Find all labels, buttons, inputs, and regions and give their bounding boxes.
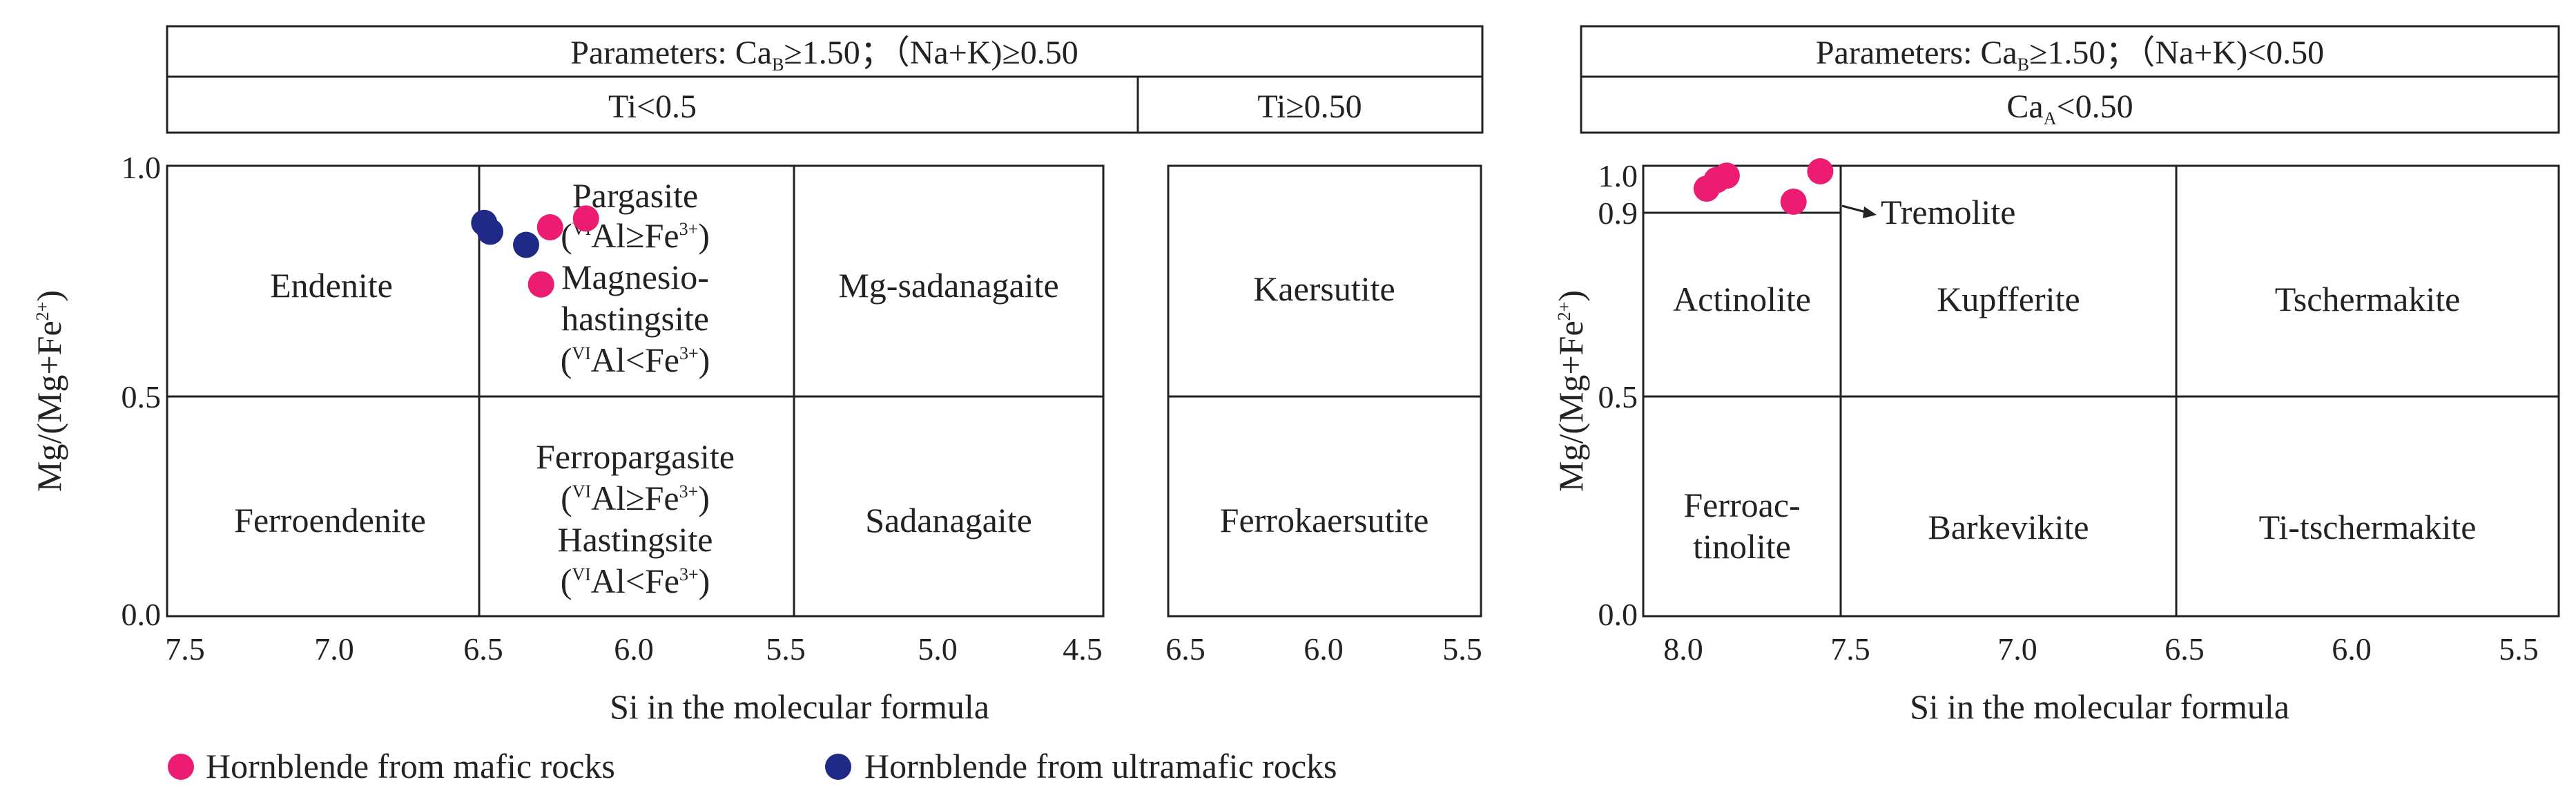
left-xtick: 7.5 — [165, 631, 205, 667]
field-hastingsite-cond: (VIAl<Fe3+) — [561, 562, 710, 600]
right-xlabel: Si in the molecular formula — [1910, 687, 2289, 726]
right-ytick-05: 0.5 — [1598, 379, 1638, 414]
data-point — [477, 218, 503, 245]
field-kaersutite: Kaersutite — [1253, 269, 1395, 308]
legend-label-mafic: Hornblende from mafic rocks — [206, 747, 615, 785]
field-hastingsite: Hastingsite — [558, 520, 713, 559]
legend: Hornblende from mafic rocks Hornblende f… — [168, 747, 1337, 785]
data-point — [513, 231, 539, 258]
left-xtick: 6.0 — [614, 631, 654, 667]
right-ytick-09: 0.9 — [1598, 195, 1638, 231]
left-xtick: 7.0 — [314, 631, 354, 667]
field-tremolite: Tremolite — [1881, 193, 2015, 231]
left-xtick: 5.5 — [766, 631, 806, 667]
field-magnesio-cond: (VIAl<Fe3+) — [561, 341, 710, 379]
legend-label-ultramafic: Hornblende from ultramafic rocks — [864, 747, 1337, 785]
right-xtick: 7.5 — [1830, 631, 1870, 667]
field-magnesio-line2: hastingsite — [561, 299, 709, 338]
right-xtick: 5.5 — [2499, 631, 2539, 667]
field-ferroactinolite-line1: Ferroac- — [1683, 486, 1800, 524]
field-barkevikite: Barkevikite — [1928, 508, 2089, 546]
field-ferroactinolite-line2: tinolite — [1693, 527, 1791, 566]
left-xtick: 5.0 — [918, 631, 958, 667]
data-point — [1713, 162, 1740, 189]
right-xtick: 6.0 — [2332, 631, 2372, 667]
left-ti-xtick: 6.5 — [1165, 631, 1205, 667]
legend-marker-mafic — [168, 754, 194, 780]
left-ytick-05: 0.5 — [122, 379, 162, 414]
left-ylabel: Mg/(Mg+Fe2+) — [30, 290, 68, 492]
right-xtick: 6.5 — [2165, 631, 2205, 667]
data-point — [1807, 158, 1834, 184]
left-diagram: 1.0 0.5 0.0 7.5 7.0 6.5 6.0 5.5 5.0 4.5 … — [30, 150, 1482, 726]
right-header-row2-box — [1580, 75, 2560, 134]
data-point — [572, 205, 599, 232]
right-ylabel: Mg/(Mg+Fe2+) — [1551, 290, 1590, 492]
right-header-ca: CaA<0.50 — [2006, 88, 2133, 128]
right-ytick-0: 0.0 — [1598, 597, 1638, 632]
right-scatter-points — [1693, 158, 1834, 215]
right-header: Parameters: CaB≥1.50；（Na+K)<0.50 CaA<0.5… — [1580, 25, 2560, 134]
left-ti-xtick: 6.0 — [1304, 631, 1344, 667]
left-ytick-0: 0.0 — [122, 597, 162, 632]
field-magnesio-line1: Magnesio- — [561, 258, 709, 296]
left-header-params: Parameters: CaB≥1.50；（Na+K)≥0.50 — [570, 35, 1078, 75]
right-diagram: 1.0 0.9 0.5 0.0 8.0 7.5 7.0 6.5 6.0 5.5 … — [1551, 158, 2560, 726]
left-header-ti-low: Ti<0.5 — [608, 88, 697, 125]
data-point — [527, 271, 554, 298]
right-frame — [1642, 164, 2560, 618]
right-ytick-1: 1.0 — [1598, 158, 1638, 193]
field-ferropargasite: Ferropargasite — [536, 437, 735, 476]
legend-marker-ultramafic — [825, 754, 851, 780]
left-ytick-1: 1.0 — [122, 150, 162, 185]
field-ferropargasite-cond: (VIAl≥Fe3+) — [561, 479, 710, 517]
right-xtick: 7.0 — [1997, 631, 2037, 667]
field-ferrokaersutite: Ferrokaersutite — [1220, 501, 1429, 540]
field-actinolite: Actinolite — [1673, 280, 1811, 318]
left-ti-xtick: 5.5 — [1442, 631, 1482, 667]
field-sadanagaite: Sadanagaite — [865, 501, 1032, 540]
data-point — [536, 214, 563, 240]
field-ti-tschermakite: Ti-tschermakite — [2259, 508, 2477, 546]
right-xtick: 8.0 — [1663, 631, 1703, 667]
field-mg-sadanagaite: Mg-sadanagaite — [838, 266, 1058, 305]
left-ti-frame — [1167, 164, 1482, 618]
tremolite-arrow-head — [1863, 207, 1877, 218]
left-xtick: 6.5 — [463, 631, 503, 667]
data-point — [1780, 189, 1807, 215]
field-tschermakite: Tschermakite — [2275, 280, 2461, 318]
field-ferroendenite: Ferroendenite — [234, 501, 426, 540]
field-endenite: Endenite — [270, 266, 393, 305]
left-header-ti-high: Ti≥0.50 — [1257, 88, 1362, 125]
left-xlabel: Si in the molecular formula — [610, 687, 989, 726]
left-header-row2-box — [166, 75, 1484, 134]
left-header: Parameters: CaB≥1.50；（Na+K)≥0.50 Ti<0.5 … — [166, 25, 1484, 134]
left-scatter-points — [471, 205, 599, 298]
left-main-frame — [166, 164, 1105, 618]
field-kupfferite: Kupfferite — [1937, 280, 2080, 318]
right-header-params: Parameters: CaB≥1.50；（Na+K)<0.50 — [1816, 35, 2324, 75]
left-xtick: 4.5 — [1063, 631, 1103, 667]
